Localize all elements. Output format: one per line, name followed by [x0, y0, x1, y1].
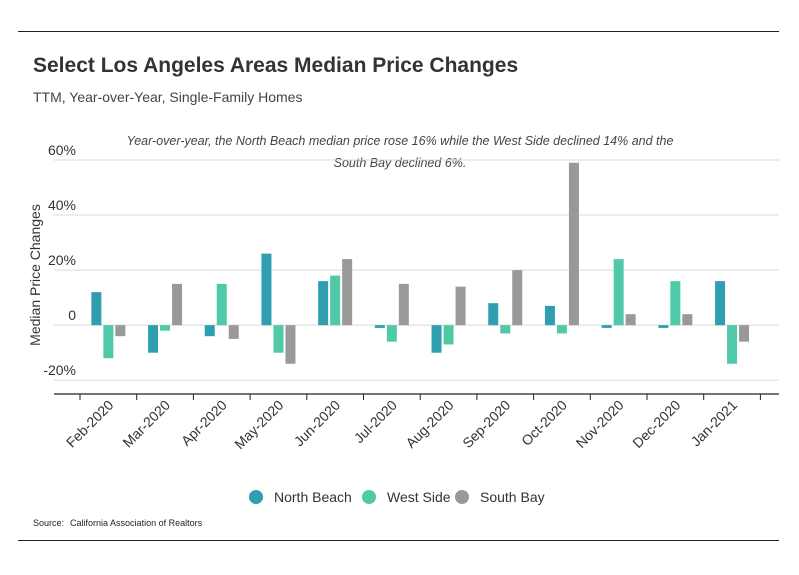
bar-south-bay-oct-2020 [568, 162, 579, 326]
bar-north-beach-nov-2020 [601, 325, 612, 328]
bar-north-beach-jun-2020 [318, 281, 329, 326]
bar-south-bay-apr-2020 [228, 325, 239, 339]
y-tick-label: 60% [48, 142, 76, 158]
source-label: Source: [33, 518, 65, 528]
x-tick-label: May-2020 [231, 397, 286, 452]
bar-west-side-jul-2020 [386, 325, 397, 342]
source-text: California Association of Realtors [70, 518, 203, 528]
chart-title: Select Los Angeles Areas Median Price Ch… [33, 54, 519, 77]
y-tick-label: 20% [48, 252, 76, 268]
bottom-rule [18, 540, 779, 541]
bar-south-bay-jun-2020 [342, 259, 353, 326]
y-axis-label: Median Price Changes [27, 204, 43, 346]
legend-marker-west-side [362, 490, 376, 504]
y-tick-label: -20% [43, 362, 76, 378]
bar-north-beach-oct-2020 [544, 305, 555, 326]
x-tick-label: Oct-2020 [518, 397, 570, 449]
x-tick-label: Aug-2020 [402, 397, 456, 451]
bar-south-bay-nov-2020 [625, 314, 636, 326]
bar-north-beach-sep-2020 [488, 303, 499, 326]
source-note: Source: California Association of Realtor… [33, 518, 202, 528]
bars [91, 162, 750, 364]
x-tick-label: Sep-2020 [459, 397, 513, 451]
bar-north-beach-jan-2021 [715, 281, 726, 326]
bar-south-bay-mar-2020 [172, 283, 183, 326]
bar-west-side-sep-2020 [500, 325, 511, 334]
bar-south-bay-jul-2020 [398, 283, 409, 326]
bar-south-bay-may-2020 [285, 325, 296, 364]
legend-label-west-side: West Side [387, 489, 451, 505]
legend-label-north-beach: North Beach [274, 489, 352, 505]
y-tick-label: 40% [48, 197, 76, 213]
bar-north-beach-apr-2020 [204, 325, 215, 337]
legend: North Beach West Side South Bay [249, 489, 545, 505]
bar-west-side-feb-2020 [103, 325, 114, 359]
y-tick-label: 0 [68, 307, 76, 323]
bar-north-beach-mar-2020 [148, 325, 159, 353]
x-tick-label: Dec-2020 [629, 397, 683, 451]
gridlines [54, 159, 779, 381]
x-tick-label: Jan-2021 [688, 397, 741, 450]
chart-subtitle: TTM, Year-over-Year, Single-Family Homes [33, 89, 303, 105]
legend-label-south-bay: South Bay [480, 489, 545, 505]
legend-marker-south-bay [455, 490, 469, 504]
bar-west-side-jan-2021 [727, 325, 738, 364]
bar-north-beach-may-2020 [261, 253, 272, 326]
bar-west-side-nov-2020 [613, 259, 624, 326]
bar-south-bay-jan-2021 [739, 325, 750, 342]
bar-north-beach-aug-2020 [431, 325, 442, 353]
x-tick-label: Mar-2020 [119, 397, 173, 451]
bar-north-beach-dec-2020 [658, 325, 669, 328]
bar-north-beach-jul-2020 [374, 325, 385, 328]
bar-south-bay-dec-2020 [682, 314, 693, 326]
annotation-line-1: Year-over-year, the North Beach median p… [126, 134, 674, 148]
bar-west-side-jun-2020 [330, 275, 341, 326]
x-tick-label: Feb-2020 [63, 397, 117, 451]
legend-marker-north-beach [249, 490, 263, 504]
bar-south-bay-sep-2020 [512, 270, 523, 326]
top-rule [18, 31, 779, 32]
bar-west-side-may-2020 [273, 325, 284, 353]
bar-west-side-apr-2020 [216, 283, 227, 326]
bar-west-side-dec-2020 [670, 281, 681, 326]
bar-north-beach-feb-2020 [91, 292, 102, 326]
bar-west-side-aug-2020 [443, 325, 454, 345]
x-tick-label: Nov-2020 [573, 397, 627, 451]
x-tick-label: Jun-2020 [291, 397, 344, 450]
x-tick-label: Jul-2020 [351, 397, 400, 446]
bar-south-bay-feb-2020 [115, 325, 126, 337]
bar-west-side-mar-2020 [160, 325, 171, 331]
bar-south-bay-aug-2020 [455, 286, 466, 326]
bar-west-side-oct-2020 [556, 325, 567, 334]
x-tick-label: Apr-2020 [178, 397, 230, 449]
